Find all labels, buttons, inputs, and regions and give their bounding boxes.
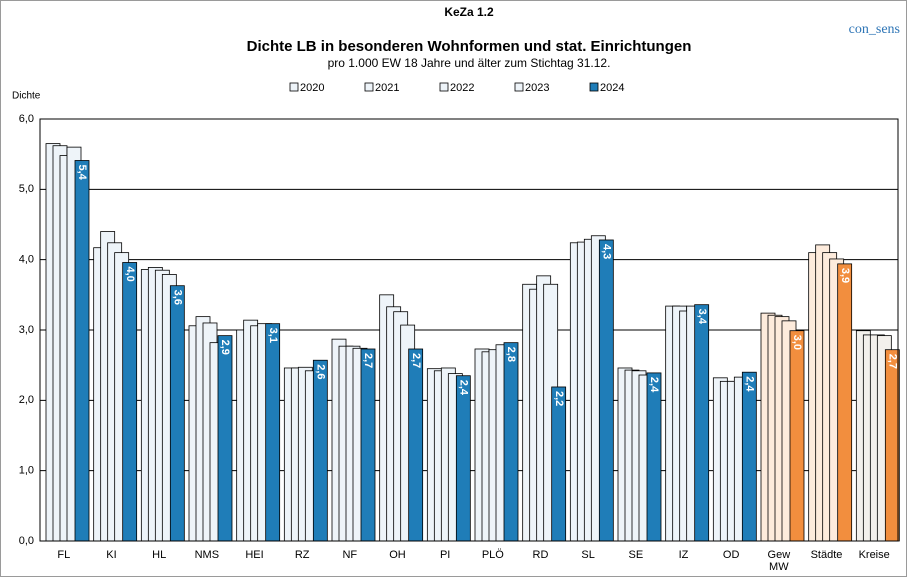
value-label: 2,2 — [553, 391, 565, 406]
value-label: 2,7 — [886, 354, 898, 369]
y-axis-label: Dichte — [12, 91, 41, 102]
legend-label: 2021 — [375, 82, 399, 94]
bar — [408, 348, 424, 542]
value-label: 3,1 — [267, 328, 279, 343]
value-label: 2,6 — [314, 364, 326, 379]
bar — [265, 323, 281, 542]
x-tick-label: Städte — [810, 549, 843, 561]
y-tick-label: 2,0 — [19, 394, 34, 406]
bar — [169, 285, 185, 542]
x-tick-label: OD — [722, 549, 740, 561]
x-tick-label: RD — [532, 549, 549, 561]
legend-label: 2024 — [600, 82, 624, 94]
y-tick-label: 1,0 — [19, 465, 34, 477]
value-label: 2,4 — [457, 380, 469, 396]
legend-swatch — [439, 82, 449, 92]
bar — [217, 335, 233, 542]
value-label: 3,4 — [696, 309, 708, 325]
bar — [837, 263, 853, 542]
x-tick-label: HEI — [245, 549, 264, 561]
x-tick-label: KI — [106, 549, 117, 561]
bar — [551, 386, 567, 542]
value-label: 5,4 — [76, 164, 88, 180]
legend-swatch — [289, 82, 299, 92]
legend-swatch — [364, 82, 374, 92]
bar — [646, 372, 662, 542]
x-tick-label: Kreise — [858, 549, 890, 561]
chart-subtitle: Dichte LB in besonderen Wohnformen und s… — [247, 38, 692, 55]
plot-border — [39, 118, 899, 542]
bar — [741, 371, 757, 542]
x-tick-label: FL — [57, 549, 71, 561]
bar — [312, 359, 328, 542]
bar — [74, 160, 90, 542]
bar — [884, 349, 900, 542]
x-tick-label: SL — [581, 549, 595, 561]
y-tick-label: 6,0 — [19, 113, 34, 125]
x-tick-label: PLÖ — [481, 549, 504, 561]
x-tick-label: SE — [628, 549, 644, 561]
x-tick-label: HL — [152, 549, 167, 561]
y-tick-label: 5,0 — [19, 183, 34, 195]
value-label: 3,0 — [791, 335, 803, 350]
x-tick-label: OH — [389, 549, 406, 561]
bar — [694, 304, 710, 542]
x-tick-label: RZ — [294, 549, 310, 561]
value-label: 2,7 — [410, 353, 422, 368]
chart-note: pro 1.000 EW 18 Jahre und älter zum Stic… — [328, 56, 611, 70]
value-label: 2,4 — [743, 376, 755, 392]
value-label: 2,4 — [648, 377, 660, 393]
value-label: 4,3 — [600, 244, 612, 259]
legend-swatch — [514, 82, 524, 92]
value-label: 4,0 — [124, 266, 136, 281]
x-tick-label: NMS — [194, 549, 220, 561]
value-label: 3,9 — [839, 268, 851, 283]
x-tick-label: PI — [439, 549, 451, 561]
y-tick-label: 3,0 — [19, 324, 34, 336]
value-label: 3,6 — [171, 290, 183, 305]
value-label: 2,8 — [505, 347, 517, 362]
legend-label: 2022 — [450, 82, 474, 94]
value-label: 2,7 — [362, 353, 374, 368]
x-tick-label: IZ — [678, 549, 689, 561]
legend-label: 2023 — [525, 82, 549, 94]
y-tick-label: 0,0 — [19, 535, 34, 547]
y-tick-label: 4,0 — [19, 254, 34, 266]
brand: con_sens — [849, 22, 900, 37]
legend-label: 2020 — [300, 82, 324, 94]
legend-swatch — [589, 82, 599, 92]
value-label: 2,9 — [219, 340, 231, 355]
bar — [789, 330, 805, 542]
bar — [360, 348, 376, 542]
x-tick-label: Gew MW — [767, 549, 791, 573]
bar — [598, 239, 614, 542]
bar — [122, 262, 138, 542]
chart-title: KeZa 1.2 — [444, 5, 494, 19]
x-tick-label: NF — [342, 549, 358, 561]
bar — [455, 375, 471, 542]
bar — [503, 342, 519, 542]
